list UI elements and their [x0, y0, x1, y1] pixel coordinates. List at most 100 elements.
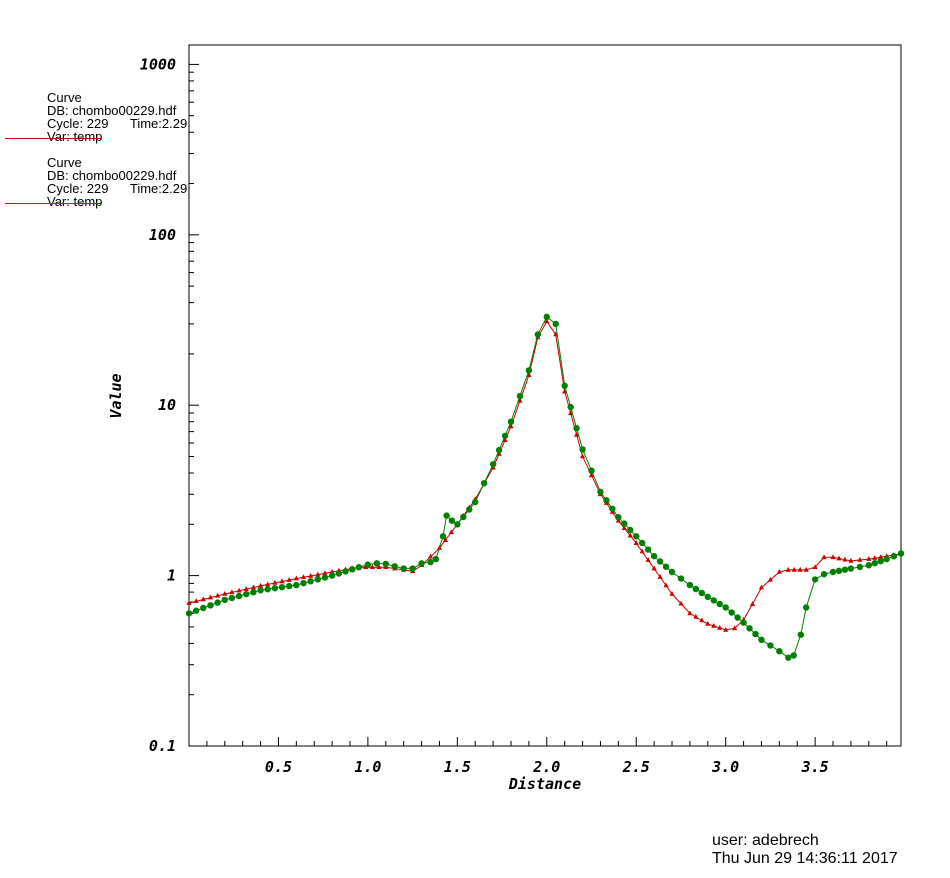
data-point [811, 576, 819, 583]
data-point [496, 450, 502, 456]
data-point [221, 596, 228, 604]
data-point [271, 584, 279, 592]
data-point [776, 568, 782, 574]
data-point [878, 554, 884, 559]
x-tick-label: 2.0 [532, 758, 560, 776]
data-point [293, 575, 299, 581]
data-point [235, 592, 243, 600]
data-point [791, 566, 797, 572]
data-point [448, 517, 456, 524]
data-point [677, 575, 685, 582]
data-point [633, 540, 639, 545]
data-point [872, 555, 878, 560]
data-point [627, 532, 633, 538]
data-point [185, 610, 193, 617]
data-point [250, 589, 257, 596]
legend-db-label: DB: chombo00229.hdf [47, 103, 177, 118]
x-axis-title: Distance [508, 775, 581, 793]
legend-line-red [5, 138, 102, 139]
x-tick-label: 0.5 [265, 758, 292, 776]
data-point [207, 594, 214, 600]
data-point [285, 582, 293, 590]
data-point [785, 654, 792, 661]
data-point [552, 320, 559, 328]
data-point [746, 625, 753, 632]
data-point [857, 556, 863, 562]
data-point [489, 461, 497, 468]
data-point [871, 560, 878, 567]
data-point [847, 565, 855, 572]
y-tick-label: 10 [158, 396, 176, 414]
y-tick-label: 1 [167, 567, 176, 585]
data-point [650, 552, 658, 560]
data-point [243, 586, 249, 591]
x-tick-label: 3.0 [711, 758, 739, 776]
data-point [568, 410, 574, 416]
legend-curve-label: Curve [47, 90, 82, 105]
data-point [200, 604, 207, 612]
data-point [229, 589, 235, 595]
data-point [517, 397, 523, 403]
data-point [193, 598, 199, 604]
data-point [272, 579, 278, 585]
data-point [561, 382, 568, 389]
data-point [866, 556, 872, 561]
data-point [214, 599, 221, 606]
x-axis: 0.5 1.0 1.5 2.0 2.5 3.0 3.5 [265, 758, 829, 776]
data-point [732, 625, 738, 631]
legend-curve-label: Curve [47, 155, 82, 170]
data-point [877, 557, 884, 565]
data-point [797, 631, 805, 638]
data-point [645, 557, 651, 562]
legend-db-label: DB: chombo00229.hdf [47, 168, 177, 183]
data-point [243, 590, 250, 598]
data-point [579, 446, 586, 453]
data-point [349, 566, 356, 573]
data-point [767, 576, 774, 582]
data-point [382, 560, 389, 568]
data-point [314, 576, 322, 583]
data-point [427, 558, 434, 566]
data-point [588, 467, 595, 474]
data-point [439, 533, 447, 540]
data-point [427, 553, 434, 559]
data-point [574, 431, 580, 437]
data-point [609, 505, 616, 512]
data-point [835, 567, 843, 575]
data-point [897, 550, 905, 557]
data-point [507, 418, 515, 425]
data-point [669, 590, 675, 596]
data-point [293, 581, 300, 589]
data-point [698, 589, 706, 597]
y-tick-label: 1000 [140, 55, 176, 73]
data-point [686, 581, 694, 589]
legend-cycle-label: Cycle: 229 Time:2.29 [47, 181, 188, 196]
data-point [785, 566, 791, 572]
data-point [638, 539, 646, 547]
data-point [836, 555, 842, 561]
data-point [711, 622, 717, 628]
data-point [662, 563, 670, 570]
data-point [803, 566, 809, 572]
data-point [848, 557, 854, 563]
data-point [308, 572, 314, 578]
data-point [728, 609, 735, 616]
data-point [699, 617, 705, 623]
data-point [534, 331, 542, 338]
data-point [265, 581, 271, 587]
data-point [342, 568, 349, 575]
data-point [621, 520, 628, 527]
data-point [615, 514, 622, 521]
data-point [409, 565, 416, 572]
data-point [820, 570, 828, 578]
data-point [890, 553, 898, 560]
data-point [693, 613, 699, 619]
data-point [454, 521, 461, 528]
legend-var-label: Var: temp [47, 194, 103, 209]
data-point [448, 529, 454, 535]
data-point [286, 577, 292, 582]
data-point [668, 568, 676, 576]
data-point [279, 578, 285, 584]
data-point [257, 582, 264, 588]
